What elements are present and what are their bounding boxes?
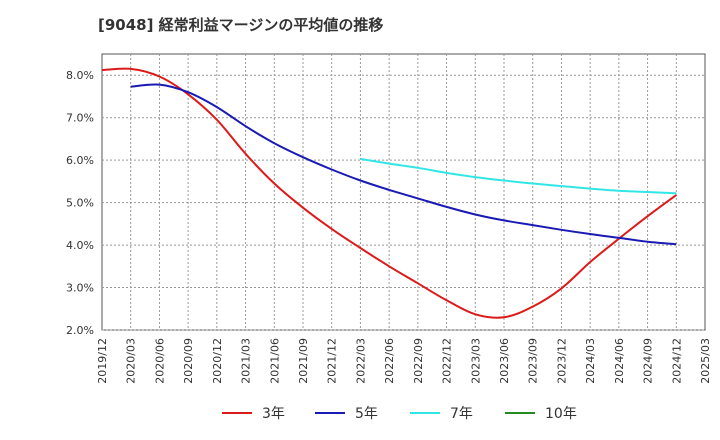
- y-tick-label: 2.0%: [66, 324, 94, 337]
- chart-title: [9048] 経常利益マージンの平均値の推移: [98, 16, 384, 34]
- y-axis: 2.0% 3.0% 4.0% 5.0% 6.0% 7.0% 8.0%: [66, 69, 94, 337]
- x-tick-label: 2024/06: [613, 338, 626, 384]
- x-tick-label: 2023/03: [469, 338, 482, 384]
- series-lines: [101, 67, 677, 319]
- x-axis: 2019/12 2020/03 2020/06 2020/09 2020/12 2021/…: [96, 338, 712, 384]
- x-tick-label: 2021/03: [240, 338, 253, 384]
- x-tick-label: 2020/09: [182, 338, 195, 384]
- x-tick-label: 2024/03: [584, 338, 597, 384]
- legend-label: 7年: [450, 406, 473, 422]
- x-tick-label: 2020/12: [211, 338, 224, 384]
- x-tick-label: 2022/12: [441, 338, 454, 384]
- x-tick-label: 2023/06: [498, 338, 511, 384]
- x-tick-label: 2019/12: [96, 338, 109, 384]
- x-tick-label: 2021/06: [268, 338, 281, 384]
- legend-label: 10年: [545, 406, 577, 422]
- x-tick-label: 2022/03: [354, 338, 367, 384]
- plot-area: [101, 53, 706, 331]
- y-tick-label: 5.0%: [66, 197, 94, 210]
- x-tick-label: 2022/09: [412, 338, 425, 384]
- y-tick-label: 7.0%: [66, 112, 94, 125]
- y-tick-label: 8.0%: [66, 69, 94, 82]
- x-tick-label: 2024/09: [642, 338, 655, 384]
- y-tick-label: 4.0%: [66, 239, 94, 252]
- x-tick-label: 2021/09: [297, 338, 310, 384]
- x-tick-label: 2025/03: [699, 338, 712, 384]
- series-line-7年: [360, 157, 677, 195]
- x-tick-label: 2024/12: [670, 338, 683, 384]
- y-tick-label: 6.0%: [66, 154, 94, 167]
- series-line-3年: [101, 67, 677, 319]
- legend-label: 5年: [355, 406, 378, 422]
- legend: 3年 5年 7年 10年: [222, 406, 577, 422]
- x-tick-label: 2021/12: [326, 338, 339, 384]
- x-tick-label: 2023/09: [527, 338, 540, 384]
- legend-label: 3年: [262, 406, 285, 422]
- series-line-5年: [130, 83, 677, 246]
- x-tick-label: 2023/12: [555, 338, 568, 384]
- x-tick-label: 2022/06: [383, 338, 396, 384]
- y-tick-label: 3.0%: [66, 282, 94, 295]
- x-tick-label: 2020/03: [125, 338, 138, 384]
- x-tick-label: 2020/06: [153, 338, 166, 384]
